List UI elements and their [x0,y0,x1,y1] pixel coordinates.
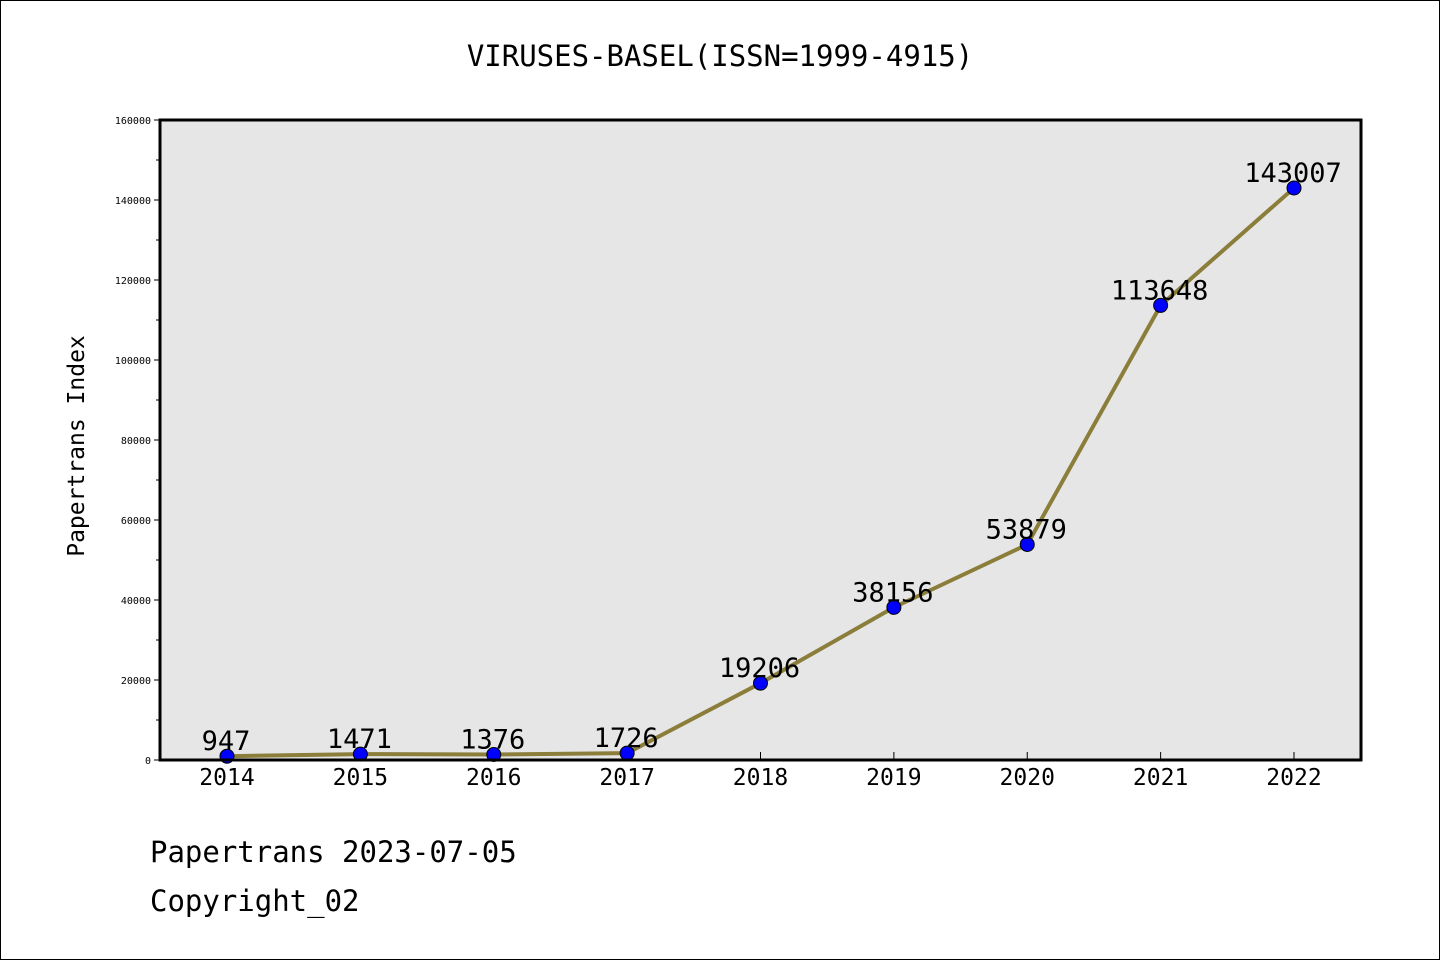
x-tick-label: 2014 [199,765,254,791]
y-tick-label: 140000 [115,196,151,207]
x-tick-label: 2017 [599,765,654,791]
data-label: 53879 [986,514,1067,545]
data-label: 1376 [460,724,525,755]
data-point [753,675,768,691]
y-tick-label: 20000 [121,676,151,687]
y-tick-label: 40000 [121,596,151,607]
plot-border [158,118,1363,762]
y-axis-label: Papertrans Index [64,335,90,557]
chart-title: VIRUSES-BASEL(ISSN=1999-4915) [467,39,973,73]
data-label: 1471 [327,724,392,755]
y-tick-label: 120000 [115,276,151,287]
data-label: 143007 [1244,158,1342,189]
data-label: 38156 [852,577,933,608]
y-tick-label: 0 [145,756,151,767]
data-labels: 947 1471 1376 1726 19206 38156 53879 113648 1430… [202,158,1342,757]
y-tick-label: 160000 [115,116,151,127]
x-tick-label: 2020 [1000,765,1055,791]
data-label: 947 [202,726,251,757]
data-label: 19206 [719,653,800,684]
data-point [1286,180,1302,196]
data-point [1153,297,1169,313]
x-tick-label: 2021 [1133,765,1188,791]
y-tick-label: 100000 [115,356,151,367]
footer-date: Papertrans 2023-07-05 [150,835,517,869]
x-tick-label: 2019 [866,765,921,791]
data-point [1019,536,1035,552]
footer-copyright: Copyright_02 [150,884,360,918]
x-tick-label: 2015 [333,765,388,791]
x-tick-label: 2018 [733,765,788,791]
data-label: 113648 [1111,275,1209,306]
y-tick-label: 60000 [121,516,151,527]
y-tick-label: 80000 [121,436,151,447]
x-tick-label: 2016 [466,765,521,791]
x-axis-ticks: 2014 2015 2016 2017 2018 2019 2020 2021 2022 [199,752,1322,791]
data-point [886,599,902,615]
data-label: 1726 [594,723,659,754]
y-axis-ticks: 0 20000 40000 60000 80000 100000 120000 140000 1… [115,116,160,767]
plot-area [160,120,1361,760]
x-tick-label: 2022 [1266,765,1321,791]
